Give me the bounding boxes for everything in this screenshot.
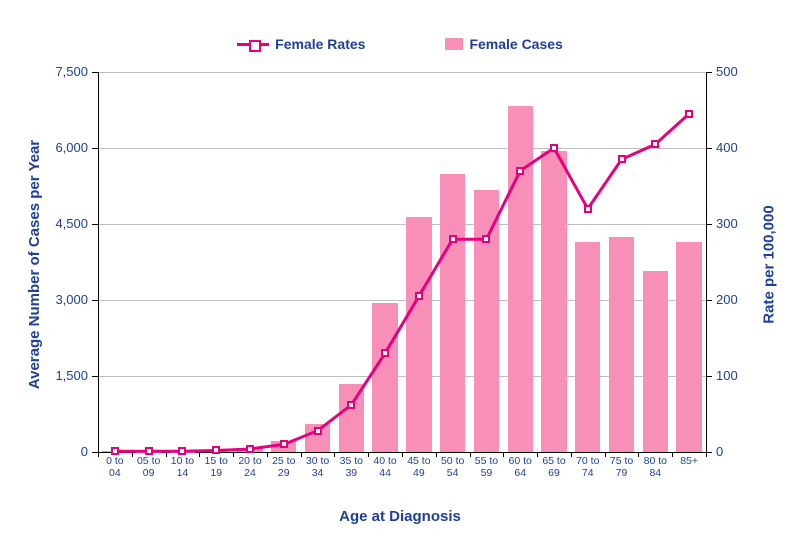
x-tick-label: 25 to 29 <box>267 456 301 479</box>
line-marker <box>280 440 288 448</box>
cases-rates-by-age-chart: Female Rates Female Cases Average Number… <box>0 0 800 542</box>
x-tick-label: 35 to 39 <box>334 456 368 479</box>
legend-label-cases: Female Cases <box>469 36 562 52</box>
line-marker <box>550 144 558 152</box>
line-marker <box>145 447 153 455</box>
y-tick-label: 1,500 <box>38 368 88 383</box>
x-tick-label: 40 to 44 <box>368 456 402 479</box>
line-marker <box>685 110 693 118</box>
line-marker <box>212 446 220 454</box>
line-marker <box>651 140 659 148</box>
x-tick-mark <box>706 452 707 457</box>
x-tick-mark <box>571 452 572 457</box>
line-marker <box>246 445 254 453</box>
x-tick-mark <box>672 452 673 457</box>
legend-item-cases: Female Cases <box>445 36 562 52</box>
line-path <box>115 114 689 451</box>
x-tick-mark <box>166 452 167 457</box>
x-tick-label: 70 to 74 <box>571 456 605 479</box>
line-marker <box>111 447 119 455</box>
legend-swatch-line <box>237 38 269 50</box>
x-tick-mark <box>402 452 403 457</box>
x-tick-label: 85+ <box>672 456 706 468</box>
x-tick-mark <box>368 452 369 457</box>
y-tick-label: 6,000 <box>38 140 88 155</box>
x-tick-mark <box>199 452 200 457</box>
legend-swatch-bar <box>445 38 463 50</box>
line-marker <box>516 167 524 175</box>
x-tick-label: 75 to 79 <box>605 456 639 479</box>
y2-tick-label: 200 <box>716 292 738 307</box>
y-tick-label: 4,500 <box>38 216 88 231</box>
x-tick-label: 0 to 04 <box>98 456 132 479</box>
x-axis-label: Age at Diagnosis <box>0 508 800 525</box>
line-marker <box>347 401 355 409</box>
x-tick-mark <box>267 452 268 457</box>
x-tick-mark <box>537 452 538 457</box>
x-tick-label: 50 to 54 <box>436 456 470 479</box>
x-tick-mark <box>503 452 504 457</box>
x-tick-label: 80 to 84 <box>638 456 672 479</box>
chart-legend: Female Rates Female Cases <box>0 36 800 52</box>
line-marker <box>618 155 626 163</box>
legend-item-rates: Female Rates <box>237 36 365 52</box>
x-tick-mark <box>301 452 302 457</box>
y-axis-right-label: Rate per 100,000 <box>761 205 778 323</box>
x-tick-label: 55 to 59 <box>470 456 504 479</box>
line-marker <box>314 427 322 435</box>
x-tick-mark <box>233 452 234 457</box>
line-marker <box>482 235 490 243</box>
x-tick-mark <box>334 452 335 457</box>
x-tick-mark <box>98 452 99 457</box>
x-tick-label: 45 to 49 <box>402 456 436 479</box>
line-marker <box>449 235 457 243</box>
line-marker <box>178 447 186 455</box>
x-tick-label: 05 to 09 <box>132 456 166 479</box>
line-marker <box>381 349 389 357</box>
y2-tick-label: 100 <box>716 368 738 383</box>
y-tick-label: 3,000 <box>38 292 88 307</box>
x-tick-mark <box>132 452 133 457</box>
y-tick-label: 7,500 <box>38 64 88 79</box>
y2-tick-label: 300 <box>716 216 738 231</box>
line-marker <box>584 205 592 213</box>
x-tick-label: 65 to 69 <box>537 456 571 479</box>
y-tick-label: 0 <box>38 444 88 459</box>
line-marker <box>415 292 423 300</box>
line-series <box>98 72 706 452</box>
plot-area: 01,5003,0004,5006,0007,50001002003004005… <box>98 72 706 452</box>
x-tick-label: 15 to 19 <box>199 456 233 479</box>
y2-tick-label: 0 <box>716 444 723 459</box>
legend-label-rates: Female Rates <box>275 36 365 52</box>
x-tick-mark <box>638 452 639 457</box>
y-axis-left-label: Average Number of Cases per Year <box>26 140 43 389</box>
x-tick-label: 30 to 34 <box>301 456 335 479</box>
x-tick-label: 60 to 64 <box>503 456 537 479</box>
x-tick-mark <box>436 452 437 457</box>
y2-tick-label: 400 <box>716 140 738 155</box>
x-tick-label: 10 to 14 <box>166 456 200 479</box>
axis-line-right <box>706 72 707 452</box>
x-tick-label: 20 to 24 <box>233 456 267 479</box>
x-tick-mark <box>470 452 471 457</box>
x-tick-mark <box>605 452 606 457</box>
y2-tick-label: 500 <box>716 64 738 79</box>
